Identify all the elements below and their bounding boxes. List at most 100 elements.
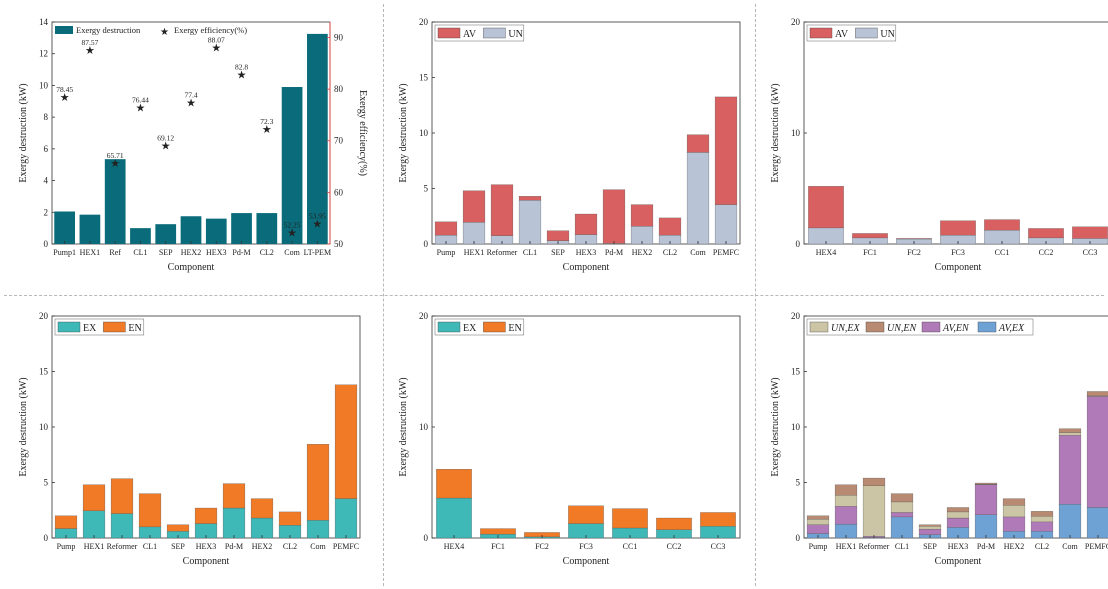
bar-segment bbox=[1058, 428, 1082, 433]
y-tick-label: 20 bbox=[419, 311, 429, 321]
y-tick-label: 20 bbox=[791, 311, 801, 321]
bar-segment bbox=[806, 515, 830, 520]
y-tick-label: 15 bbox=[791, 367, 801, 377]
bar-segment bbox=[890, 516, 914, 539]
legend-swatch bbox=[809, 27, 833, 39]
bar-segment bbox=[231, 213, 252, 244]
y-tick-label: 10 bbox=[39, 80, 49, 90]
x-tick-label: CC3 bbox=[1083, 248, 1098, 257]
x-axis-label: Component bbox=[935, 556, 982, 567]
chart-panel-5: 0 10 20 HEX4 FC1 FC2 FC3 CC1 CC2 CC3 Component Exer… bbox=[388, 298, 756, 588]
legend-label: AV bbox=[835, 29, 849, 40]
bar-segment bbox=[436, 497, 472, 539]
bar-segment bbox=[946, 517, 970, 528]
bar-segment bbox=[630, 204, 654, 227]
efficiency-data-label: 76.44 bbox=[132, 95, 149, 104]
x-tick-label: HEX3 bbox=[948, 542, 968, 551]
y-tick-label: 0 bbox=[796, 533, 801, 543]
bar-segment bbox=[890, 512, 914, 518]
bar-segment bbox=[1072, 226, 1108, 239]
efficiency-star: ★ bbox=[161, 140, 171, 152]
chart-panel-3: 0 10 20 HEX4 FC1 FC2 FC3 CC1 CC2 CC3 Component Exer… bbox=[760, 4, 1108, 294]
efficiency-star: ★ bbox=[312, 219, 322, 231]
x-tick-label: CL1 bbox=[143, 542, 157, 551]
bar-segment bbox=[1030, 511, 1054, 517]
efficiency-star: ★ bbox=[186, 98, 196, 110]
chart-panel-4: 0 5 10 15 20 Pump HEX1 Reformer CL1 SEP HEX3 Pd-M HE… bbox=[8, 298, 376, 588]
y-tick-label: 0 bbox=[44, 533, 49, 543]
x-tick-label: CC1 bbox=[995, 248, 1010, 257]
bar-segment bbox=[984, 219, 1020, 231]
chart-svg-2: 0 5 10 15 20 Pump HEX1 Reformer CL1 SEP HEX3 Pd-M HE… bbox=[398, 17, 741, 273]
bar-segment bbox=[54, 211, 75, 244]
x-tick-label: Pd-M bbox=[977, 542, 995, 551]
x-tick-label: Pd-M bbox=[225, 542, 243, 551]
bar-segment bbox=[862, 477, 886, 486]
bar-segment bbox=[656, 517, 692, 530]
y-tick-label: 10 bbox=[791, 422, 801, 432]
x-axis-label: Component bbox=[183, 556, 230, 567]
y-tick-label: 10 bbox=[791, 128, 801, 138]
legend-label: UN,EX bbox=[831, 323, 861, 334]
y-tick-label: 5 bbox=[424, 184, 429, 194]
efficiency-data-label: 88.07 bbox=[208, 35, 225, 44]
y-tick-label: 5 bbox=[796, 478, 801, 488]
y-tick-label: 12 bbox=[39, 49, 48, 59]
bar-segment bbox=[806, 524, 830, 534]
y-tick-label: 15 bbox=[419, 73, 429, 83]
legend-label: AV,EN bbox=[942, 323, 970, 334]
x-axis-label: Component bbox=[168, 262, 215, 273]
y-tick-label: 0 bbox=[796, 239, 801, 249]
bar-segment bbox=[834, 484, 858, 496]
x-tick-label: FC3 bbox=[579, 542, 593, 551]
y-tick-label: 0 bbox=[424, 239, 429, 249]
y-tick-label: 10 bbox=[419, 128, 429, 138]
efficiency-data-label: 65.71 bbox=[107, 151, 124, 160]
x-tick-label: PEMFC bbox=[713, 248, 739, 257]
bar-segment bbox=[890, 493, 914, 503]
legend-swatch bbox=[103, 321, 126, 333]
x-tick-label: HEX3 bbox=[196, 542, 216, 551]
bar-segment bbox=[1086, 391, 1108, 397]
bar-segment bbox=[54, 515, 78, 529]
efficiency-data-label: 77.4 bbox=[184, 91, 197, 100]
legend-swatch bbox=[483, 321, 506, 333]
x-tick-label: HEX1 bbox=[84, 542, 104, 551]
bar-segment bbox=[918, 528, 942, 535]
bar-segment bbox=[612, 508, 648, 529]
chart-svg-1: 0 2 4 6 8 10 12 14 Pump1 HEX1 Ref CL1 SEP HEX2 HEX3 Pd-… bbox=[18, 17, 368, 273]
x-tick-label: LT-PEM bbox=[304, 248, 331, 257]
y-axis-label: Exergy destruction (kW) bbox=[770, 83, 781, 182]
x-tick-label: Reformer bbox=[487, 248, 518, 257]
y-tick-label: 20 bbox=[791, 17, 801, 27]
x-axis-label: Component bbox=[563, 262, 610, 273]
bar-segment bbox=[281, 87, 303, 244]
legend-label: AV,EX bbox=[998, 323, 1025, 334]
bar-segment bbox=[490, 184, 514, 236]
bar-segment bbox=[82, 510, 106, 539]
efficiency-star: ★ bbox=[211, 42, 221, 54]
x-tick-label: Pump bbox=[57, 542, 76, 551]
chart-panel-2: 0 5 10 15 20 Pump HEX1 Reformer CL1 SEP HEX3 Pd-M HE… bbox=[388, 4, 756, 294]
bar-segment bbox=[250, 498, 274, 519]
bar-segment bbox=[602, 189, 626, 244]
chart-panel-1: 0 2 4 6 8 10 12 14 Pump1 HEX1 Ref CL1 SEP HEX2 HEX3 Pd-… bbox=[8, 4, 376, 294]
x-tick-label: HEX1 bbox=[836, 542, 856, 551]
chart-panel-6: 0 5 10 15 20 Pump HEX1 Reformer CL1 SEP HEX3 Pd-M HE… bbox=[760, 298, 1108, 588]
bar-segment bbox=[436, 469, 472, 499]
y-tick-label: 15 bbox=[39, 367, 49, 377]
y-tick-label: 2 bbox=[44, 207, 49, 217]
bar-segment bbox=[1058, 435, 1082, 505]
legend-swatch bbox=[437, 27, 461, 39]
efficiency-data-label: 82.8 bbox=[235, 63, 248, 72]
efficiency-data-label: 78.45 bbox=[56, 85, 73, 94]
legend-label: UN bbox=[880, 29, 894, 40]
y-tick-label: 0 bbox=[424, 533, 429, 543]
x-tick-label: HEX1 bbox=[464, 248, 484, 257]
x-tick-label: PEMFC bbox=[333, 542, 359, 551]
bar-segment bbox=[1028, 228, 1064, 239]
legend-swatch bbox=[809, 321, 829, 333]
bar-segment bbox=[806, 518, 830, 525]
bar-segment bbox=[918, 526, 942, 530]
